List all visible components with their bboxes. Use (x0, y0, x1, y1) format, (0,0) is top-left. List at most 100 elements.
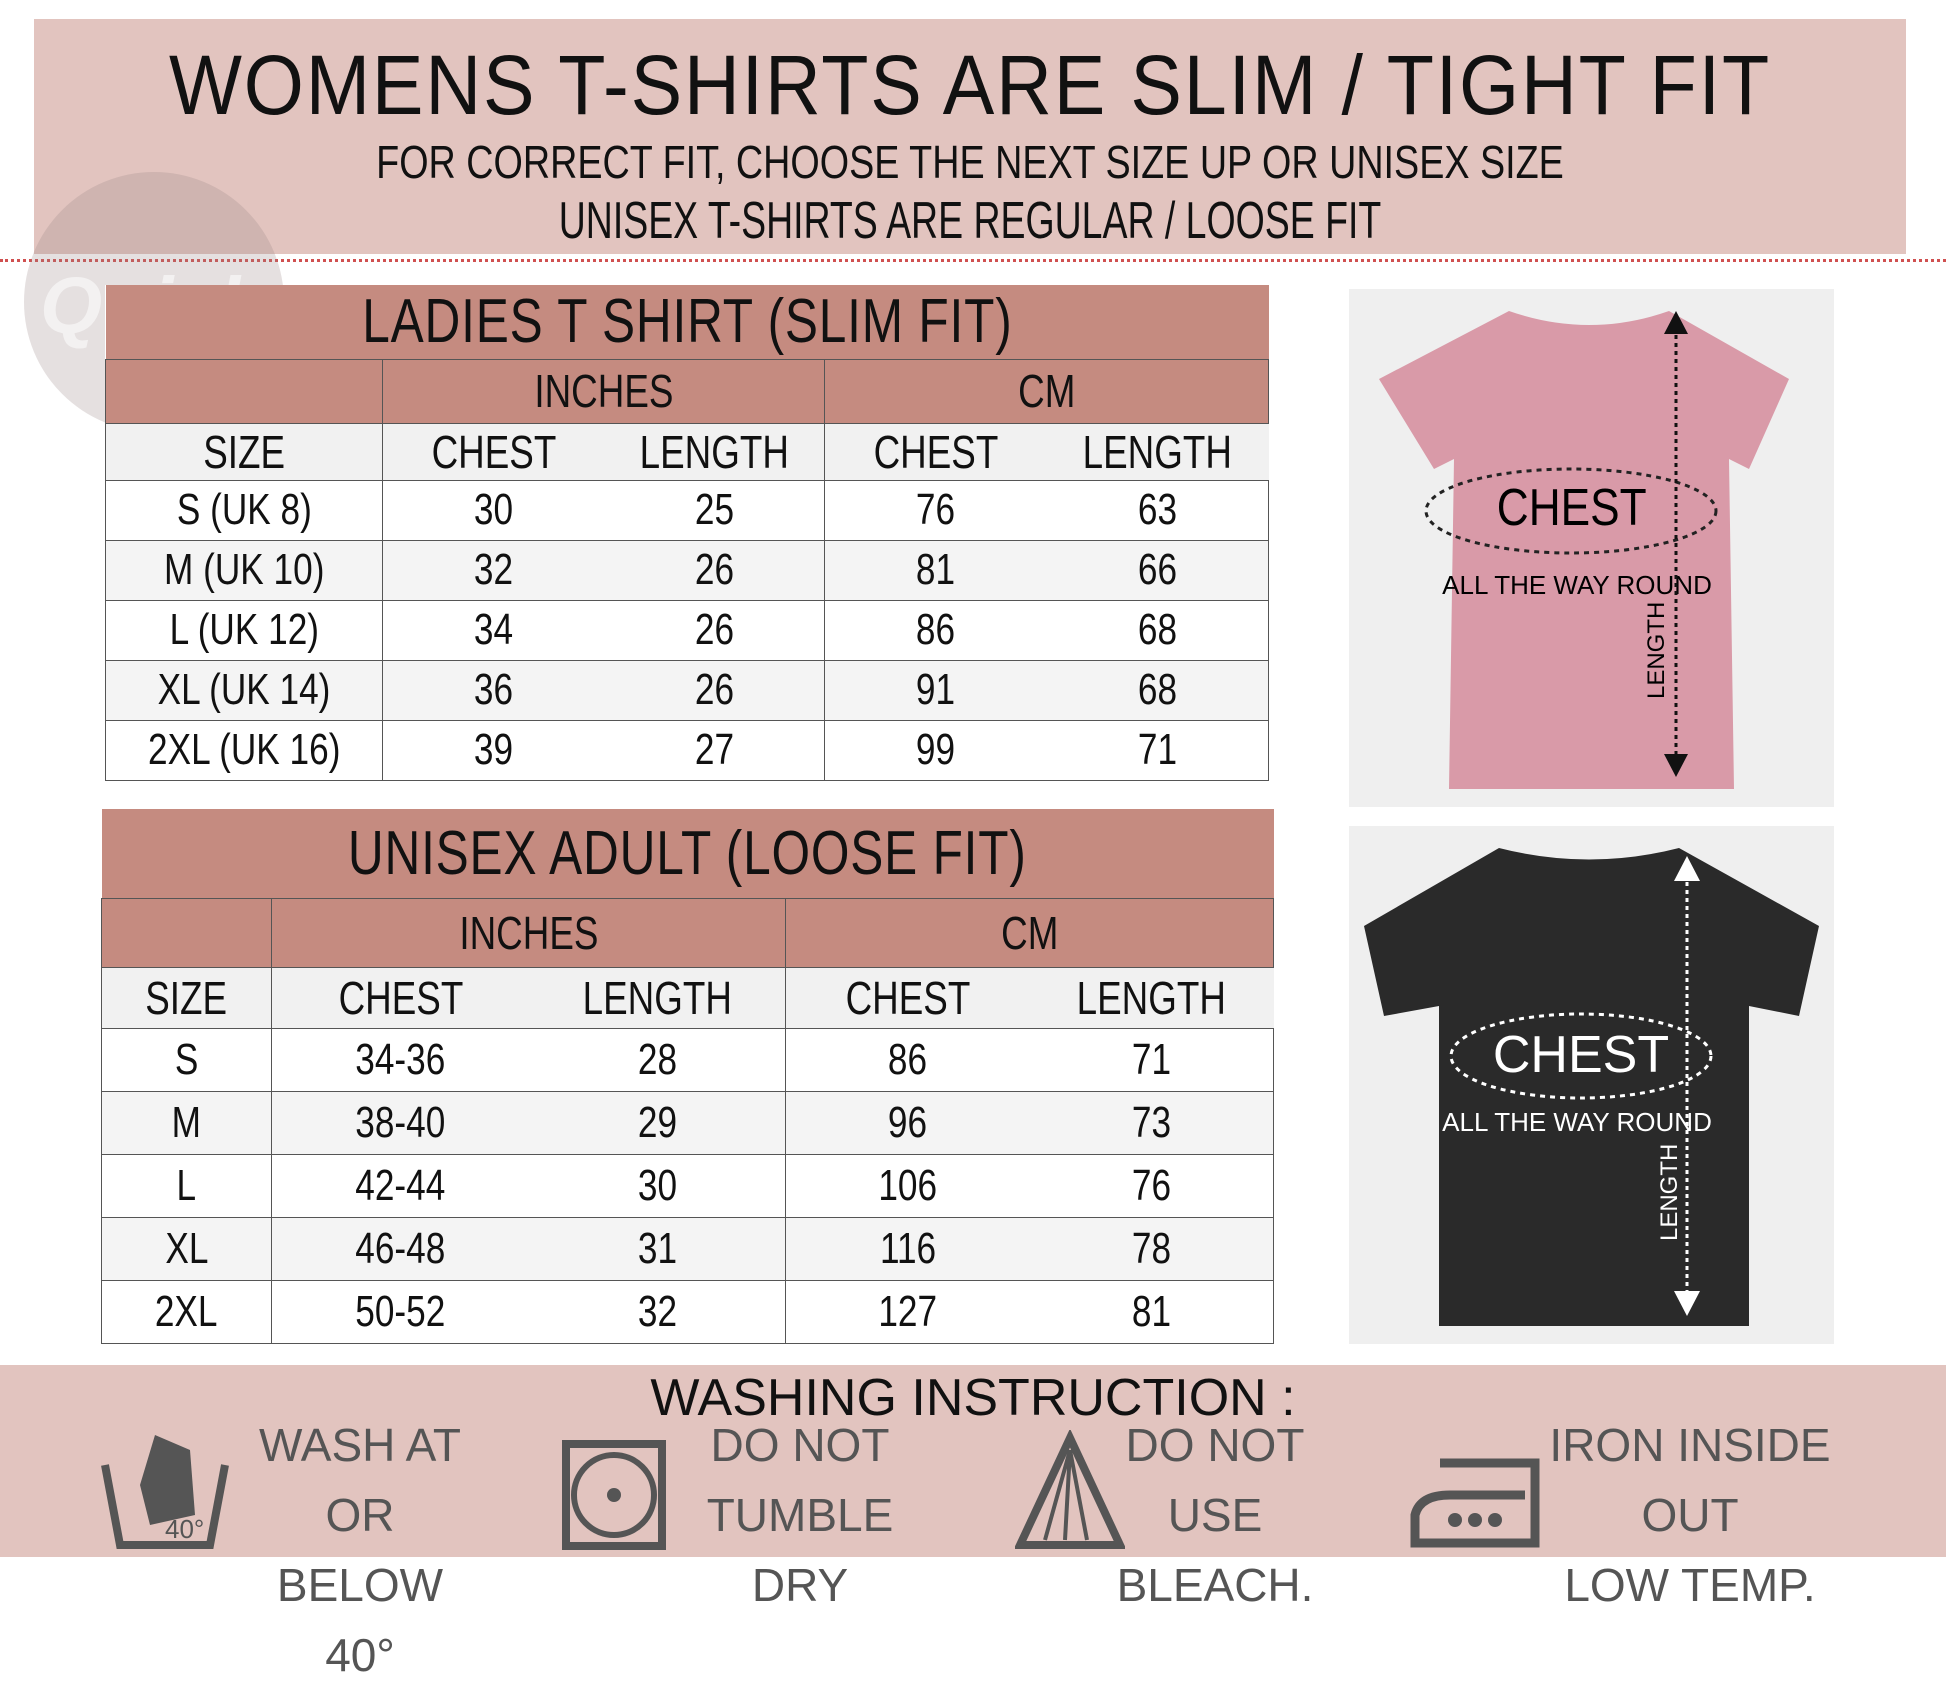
value-cell-text: 29 (637, 1097, 677, 1147)
column-header: SIZE (101, 966, 272, 1029)
size-cell-text: 2XL (UK 16) (147, 725, 341, 774)
column-header: LENGTH (529, 966, 786, 1029)
ladies-shirt-icon: CHEST ALL THE WAY ROUND LENGTH (1379, 311, 1789, 789)
value-cell: 30 (382, 479, 605, 541)
value-cell-text: 86 (888, 1034, 928, 1084)
no-bleach-icon (1015, 1430, 1125, 1549)
value-cell-text: 81 (916, 545, 956, 594)
table-row: 2XL 50-52 32 127 81 (101, 1279, 1275, 1344)
value-cell-text: 50-52 (355, 1286, 446, 1336)
value-cell-text: 39 (474, 725, 514, 774)
value-cell-text: 38-40 (355, 1097, 446, 1147)
value-cell: 71 (1029, 1027, 1275, 1092)
value-cell: 32 (382, 539, 605, 601)
value-cell-text: 68 (1137, 665, 1177, 714)
value-cell: 30 (529, 1153, 786, 1218)
column-header-text: LENGTH (639, 425, 789, 478)
group-cm-text: CM (1000, 906, 1059, 959)
value-cell: 91 (824, 659, 1047, 721)
value-cell: 29 (529, 1090, 786, 1155)
column-header-text: LENGTH (1082, 425, 1233, 478)
value-cell-text: 91 (916, 665, 956, 714)
value-cell: 86 (824, 599, 1047, 661)
value-cell: 71 (1046, 719, 1269, 781)
value-cell: 66 (1046, 539, 1269, 601)
value-cell-text: 32 (474, 545, 514, 594)
value-cell-text: 27 (694, 725, 734, 774)
value-cell-text: 26 (694, 545, 734, 594)
size-cell: XL (101, 1216, 272, 1281)
size-cell: L (UK 12) (105, 599, 383, 661)
wash-40-icon: 40° (101, 1435, 229, 1549)
table-row: 2XL (UK 16) 39 27 99 71 (105, 719, 1269, 781)
size-cell-text: L (UK 12) (169, 605, 319, 654)
column-header-text: CHEST (338, 971, 464, 1024)
main-title: WOMENS T-SHIRTS ARE SLIM / TIGHT FIT (168, 38, 1772, 132)
value-cell-text: 96 (888, 1097, 928, 1147)
unisex-shirt-icon: CHEST ALL THE WAY ROUND LENGTH (1364, 848, 1819, 1326)
size-cell: 2XL (101, 1279, 272, 1344)
size-cell: M (UK 10) (105, 539, 383, 601)
value-cell-text: 34-36 (355, 1034, 446, 1084)
value-cell: 28 (529, 1027, 786, 1092)
value-cell-text: 78 (1131, 1223, 1171, 1273)
group-cm-text: CM (1017, 365, 1076, 417)
column-header-row: SIZE CHEST LENGTH CHEST LENGTH (105, 422, 1269, 481)
table-row: XL (UK 14) 36 26 91 68 (105, 659, 1269, 721)
table-title-text: LADIES T SHIRT (SLIM FIT) (361, 287, 1013, 357)
value-cell-text: 127 (878, 1286, 938, 1336)
value-cell-text: 66 (1137, 545, 1177, 594)
value-cell-text: 76 (916, 485, 956, 534)
size-cell: XL (UK 14) (105, 659, 383, 721)
value-cell: 81 (824, 539, 1047, 601)
group-inches: INCHES (382, 358, 825, 424)
value-cell: 50-52 (271, 1279, 530, 1344)
column-header-text: LENGTH (582, 971, 732, 1024)
size-cell-text: M (171, 1097, 202, 1147)
value-cell: 46-48 (271, 1216, 530, 1281)
table-title-row: UNISEX ADULT (LOOSE FIT) (101, 809, 1274, 898)
value-cell-text: 30 (637, 1160, 677, 1210)
value-cell: 32 (529, 1279, 786, 1344)
value-cell: 36 (382, 659, 605, 721)
all-round-label: ALL THE WAY ROUND (1442, 1107, 1712, 1137)
dotted-divider (0, 259, 1946, 262)
column-header-text: CHEST (431, 425, 557, 478)
table-row: M (UK 10) 32 26 81 66 (105, 539, 1269, 601)
value-cell: 86 (785, 1027, 1030, 1092)
all-round-label: ALL THE WAY ROUND (1442, 570, 1712, 600)
unit-group-row: INCHES CM (101, 897, 1275, 968)
table-row: S (UK 8) 30 25 76 63 (105, 479, 1269, 541)
column-header-text: CHEST (873, 425, 999, 478)
value-cell: 27 (604, 719, 825, 781)
value-cell-text: 34 (474, 605, 514, 654)
value-cell-text: 63 (1137, 485, 1177, 534)
unisex-shirt-image: CHEST ALL THE WAY ROUND LENGTH (1349, 826, 1834, 1344)
size-cell: M (101, 1090, 272, 1155)
ladies-shirt-image: CHEST ALL THE WAY ROUND LENGTH (1349, 289, 1834, 807)
column-header-text: LENGTH (1076, 971, 1227, 1024)
value-cell: 68 (1046, 659, 1269, 721)
size-cell: L (101, 1153, 272, 1218)
group-inches: INCHES (271, 897, 786, 968)
value-cell: 96 (785, 1090, 1030, 1155)
value-cell: 26 (604, 599, 825, 661)
value-cell-text: 76 (1131, 1160, 1171, 1210)
size-cell-text: L (176, 1160, 197, 1210)
value-cell: 76 (824, 479, 1047, 541)
value-cell-text: 73 (1131, 1097, 1171, 1147)
value-cell: 63 (1046, 479, 1269, 541)
value-cell-text: 68 (1137, 605, 1177, 654)
svg-text:40°: 40° (165, 1514, 204, 1544)
column-header: CHEST (785, 966, 1030, 1029)
length-label: LENGTH (1656, 1144, 1683, 1241)
value-cell-text: 81 (1131, 1286, 1171, 1336)
washing-title: WASHING INSTRUCTION : (650, 1369, 1296, 1427)
washing-section (0, 1365, 1946, 1557)
value-cell-text: 25 (694, 485, 734, 534)
subtitle-unisex: UNISEX T-SHIRTS ARE REGULAR / LOOSE FIT (558, 192, 1382, 250)
value-cell-text: 106 (878, 1160, 938, 1210)
table-title: LADIES T SHIRT (SLIM FIT) (105, 285, 1269, 359)
size-cell-text: 2XL (155, 1286, 218, 1336)
value-cell: 106 (785, 1153, 1030, 1218)
